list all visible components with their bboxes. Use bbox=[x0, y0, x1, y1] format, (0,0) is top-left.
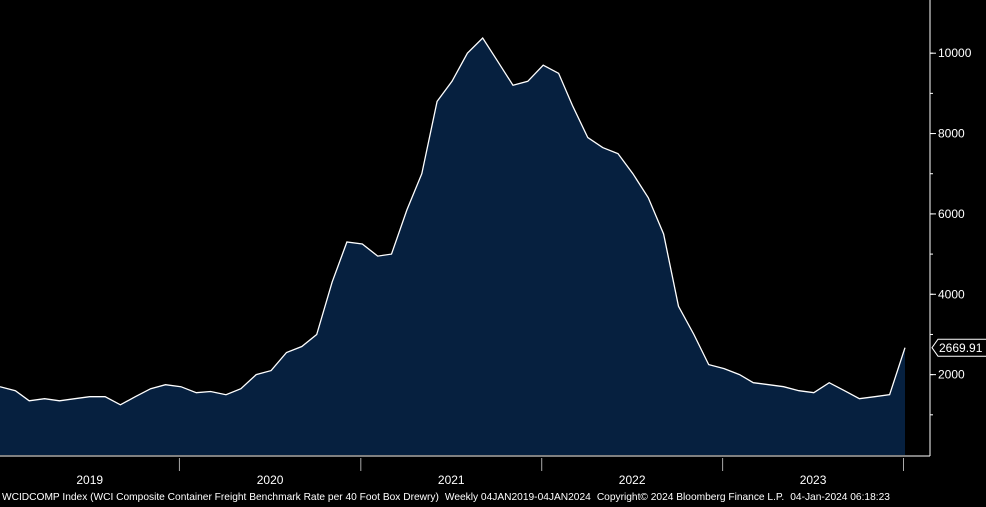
x-axis: 2019 2020 2021 2022 2023 bbox=[0, 455, 930, 487]
y-tick-label: 8000 bbox=[938, 127, 965, 141]
series-area bbox=[0, 38, 905, 455]
footer-range: Weekly 04JAN2019-04JAN2024 bbox=[444, 492, 591, 503]
y-tick-label: 4000 bbox=[938, 287, 965, 301]
chart-footer: WCIDCOMP Index (WCI Composite Container … bbox=[2, 491, 984, 505]
footer-timestamp: 04-Jan-2024 06:18:23 bbox=[790, 492, 890, 503]
y-tick-label: 10000 bbox=[938, 46, 972, 60]
y-tick-label: 6000 bbox=[938, 207, 965, 221]
y-axis: 2000 4000 6000 8000 10000 bbox=[929, 0, 972, 456]
x-tick-label: 2021 bbox=[438, 473, 465, 487]
x-tick-label: 2022 bbox=[619, 473, 646, 487]
footer-index: WCIDCOMP Index (WCI Composite Container … bbox=[2, 492, 439, 503]
footer-copyright: Copyright© 2024 Bloomberg Finance L.P. bbox=[596, 492, 785, 503]
last-value-label: 2669.91 bbox=[939, 341, 983, 355]
y-tick-label: 2000 bbox=[938, 368, 965, 382]
x-tick-label: 2019 bbox=[76, 473, 103, 487]
x-tick-label: 2020 bbox=[257, 473, 284, 487]
last-value-box bbox=[931, 338, 986, 357]
series-line bbox=[0, 36, 906, 406]
last-value-callout: 2669.91 bbox=[931, 338, 986, 357]
x-tick-label: 2023 bbox=[800, 473, 827, 487]
area-layer bbox=[0, 36, 906, 455]
